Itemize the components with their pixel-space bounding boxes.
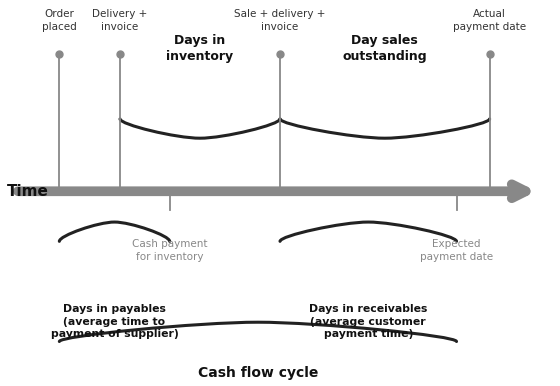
- Text: Order
placed: Order placed: [42, 9, 77, 32]
- Text: Actual
payment date: Actual payment date: [453, 9, 526, 32]
- Text: Expected
payment date: Expected payment date: [420, 239, 493, 262]
- Text: Delivery +
invoice: Delivery + invoice: [92, 9, 148, 32]
- Text: Cash payment
for inventory: Cash payment for inventory: [132, 239, 207, 262]
- Text: Days in receivables
(average customer
payment time): Days in receivables (average customer pa…: [309, 305, 427, 339]
- Text: Sale + delivery +
invoice: Sale + delivery + invoice: [234, 9, 326, 32]
- Text: Cash flow cycle: Cash flow cycle: [198, 366, 318, 379]
- Text: Days in payables
(average time to
payment of supplier): Days in payables (average time to paymen…: [50, 305, 179, 339]
- Text: Day sales
outstanding: Day sales outstanding: [343, 34, 427, 63]
- Text: Time: Time: [7, 184, 49, 199]
- Text: Days in
inventory: Days in inventory: [166, 34, 234, 63]
